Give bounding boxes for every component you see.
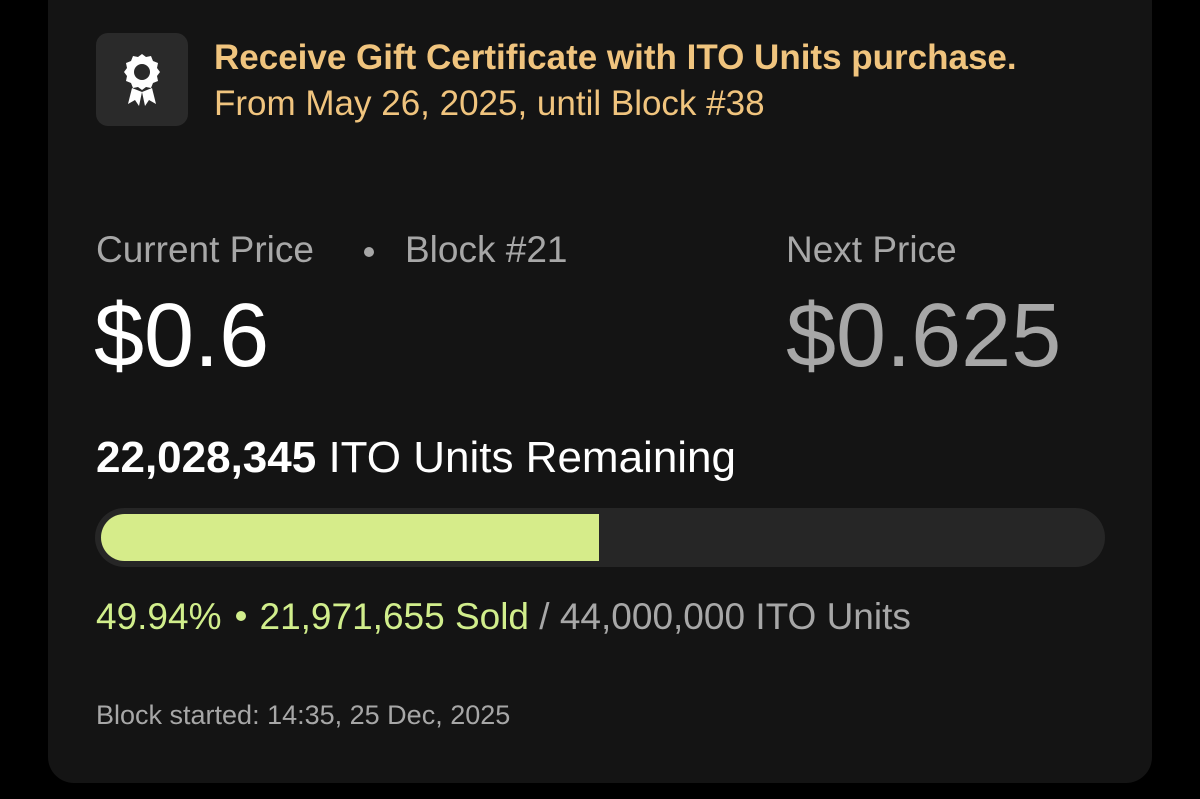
total-units: 44,000,000 ITO Units <box>559 596 911 637</box>
award-ribbon-icon <box>124 53 160 106</box>
sold-stats: 49.94% 21,971,655 Sold / 44,000,000 ITO U… <box>96 596 911 638</box>
block-started-time: Block started: 14:35, 25 Dec, 2025 <box>96 700 511 730</box>
sold-progress-fill <box>101 514 599 561</box>
current-price-value: $0.6 <box>94 286 270 386</box>
units-remaining: 22,028,345 ITO Units Remaining <box>96 434 736 482</box>
current-price-label: Current Price <box>96 229 314 270</box>
stats-dot <box>235 611 246 622</box>
promo-title: Receive Gift Certificate with ITO Units … <box>214 38 1017 77</box>
current-block-label: Block #21 <box>405 229 568 270</box>
sold-percent: 49.94% <box>96 596 222 637</box>
units-remaining-count: 22,028,345 <box>96 433 317 482</box>
separator-dot <box>364 247 374 257</box>
promo-subtitle: From May 26, 2025, until Block #38 <box>214 84 765 123</box>
next-price-label: Next Price <box>786 229 957 270</box>
sold-progress-bar <box>95 508 1105 567</box>
stats-slash: / <box>529 596 560 637</box>
ito-sale-card <box>48 0 1152 783</box>
sold-count: 21,971,655 Sold <box>259 596 530 637</box>
next-price-value: $0.625 <box>786 286 1062 386</box>
promo-icon-tile <box>96 33 188 126</box>
units-remaining-suffix: ITO Units Remaining <box>316 433 737 482</box>
